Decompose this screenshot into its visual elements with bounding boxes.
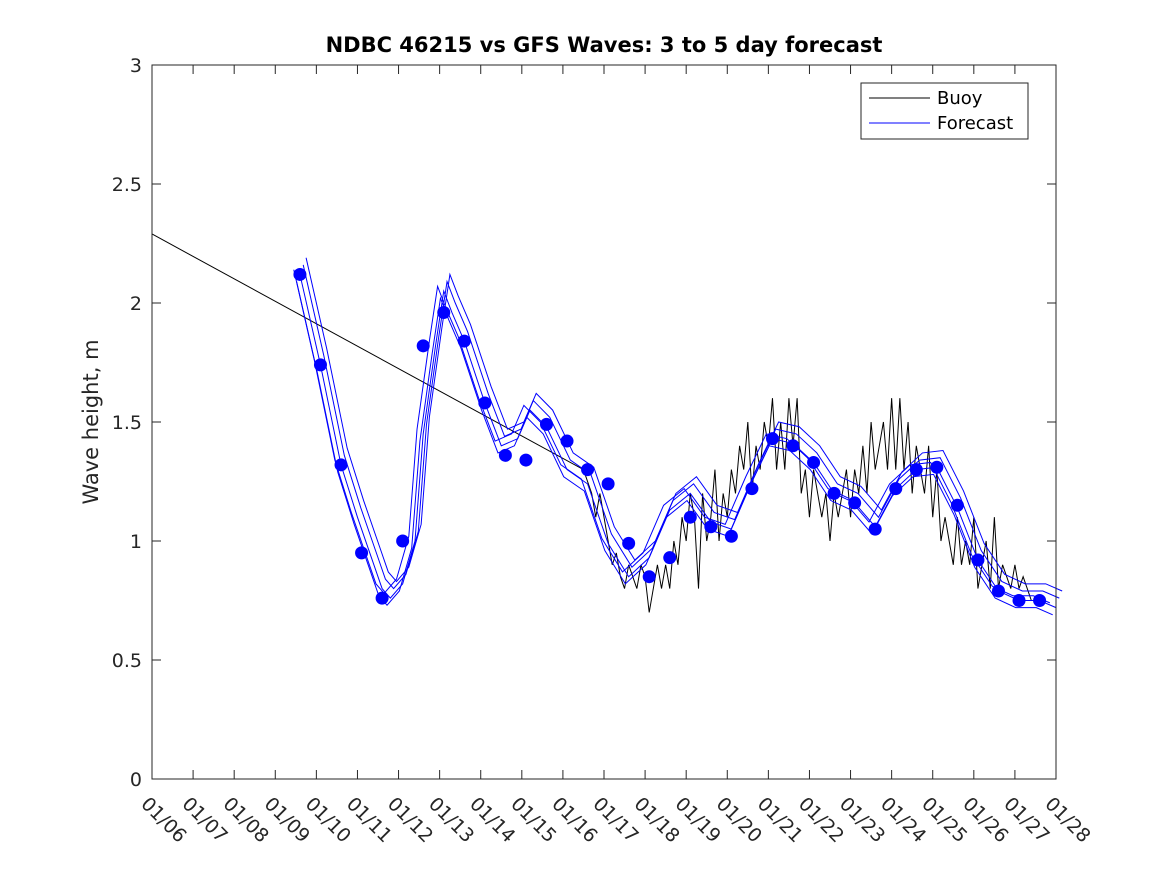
forecast-point [622,536,636,550]
forecast-point [807,455,821,469]
forecast-point [539,417,553,431]
forecast-point [827,486,841,500]
forecast-point [683,510,697,524]
forecast-point [601,477,615,491]
forecast-point [971,553,985,567]
forecast-point [581,463,595,477]
y-tick-label: 2 [130,293,142,315]
forecast-point [724,529,738,543]
forecast-point [765,432,779,446]
forecast-point [950,498,964,512]
plot-area [152,65,1056,779]
y-tick-label: 1 [130,531,142,553]
forecast-point [745,482,759,496]
y-axis-label: Wave height, m [79,339,103,504]
forecast-point [663,551,677,565]
forecast-point [930,460,944,474]
legend: Buoy Forecast [860,82,1029,140]
y-tick-label: 0 [130,769,142,791]
forecast-point [786,439,800,453]
buoy-series-line [151,233,1032,613]
forecast-point [642,570,656,584]
legend-buoy-label: Buoy [937,88,983,109]
forecast-point [868,522,882,536]
y-tick-label: 0.5 [112,650,142,672]
forecast-point [396,534,410,548]
forecast-point [313,358,327,372]
forecast-point [889,482,903,496]
y-tick-label: 3 [130,55,142,77]
legend-forecast-label: Forecast [937,113,1013,134]
forecast-series-line-5 [293,269,1051,604]
forecast-point [293,267,307,281]
forecast-point [848,496,862,510]
forecast-point [334,458,348,472]
forecast-point [457,334,471,348]
legend-box [860,82,1029,140]
forecast-series-line-3 [296,281,1053,616]
forecast-point [375,591,389,605]
y-tick-label: 1.5 [112,412,142,434]
y-tick-label: 2.5 [112,174,142,196]
forecast-point [437,306,451,320]
forecast-point [478,396,492,410]
series-layer [151,233,1063,616]
forecast-point [560,434,574,448]
forecast-point [498,448,512,462]
plot-frame [151,64,1057,780]
chart-title: NDBC 46215 vs GFS Waves: 3 to 5 day fore… [326,33,883,57]
forecast-point [991,584,1005,598]
forecast-point [519,453,533,467]
forecast-point [1012,594,1026,607]
forecast-point [909,463,923,477]
forecast-point [416,339,430,353]
forecast-point [704,520,718,534]
forecast-point [1033,594,1047,607]
forecast-point [355,546,369,560]
